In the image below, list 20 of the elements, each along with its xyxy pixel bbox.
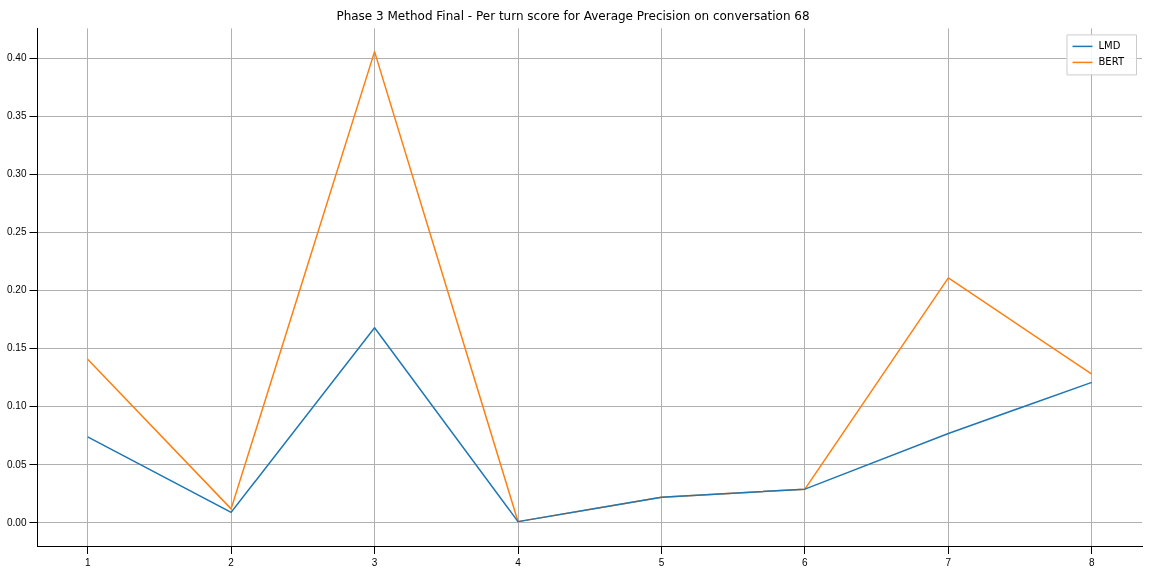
chart-title: Phase 3 Method Final - Per turn score for Average Precision on conversation 68 bbox=[336, 9, 810, 24]
x-tick-label: 1 bbox=[84, 556, 91, 568]
y-tick-label: 0.20 bbox=[6, 284, 27, 296]
x-tick-label: 7 bbox=[945, 556, 952, 568]
y-tick-label: 0.00 bbox=[6, 516, 27, 528]
x-tick-label: 3 bbox=[371, 556, 378, 568]
y-tick-label: 0.30 bbox=[6, 168, 27, 180]
x-tick-label: 8 bbox=[1089, 556, 1096, 568]
y-tick-label: 0.25 bbox=[6, 226, 27, 238]
x-tick-label: 5 bbox=[658, 556, 665, 568]
y-tick-label: 0.10 bbox=[6, 400, 27, 412]
x-tick-label: 4 bbox=[515, 556, 522, 568]
y-tick-label: 0.40 bbox=[6, 52, 27, 64]
x-tick-label: 6 bbox=[802, 556, 809, 568]
y-tick-label: 0.05 bbox=[6, 458, 27, 470]
x-tick-label: 2 bbox=[228, 556, 235, 568]
y-tick-label: 0.15 bbox=[6, 342, 27, 354]
legend-label: LMD bbox=[1098, 39, 1121, 51]
legend-label: BERT bbox=[1098, 55, 1125, 67]
y-tick-label: 0.35 bbox=[6, 110, 27, 122]
